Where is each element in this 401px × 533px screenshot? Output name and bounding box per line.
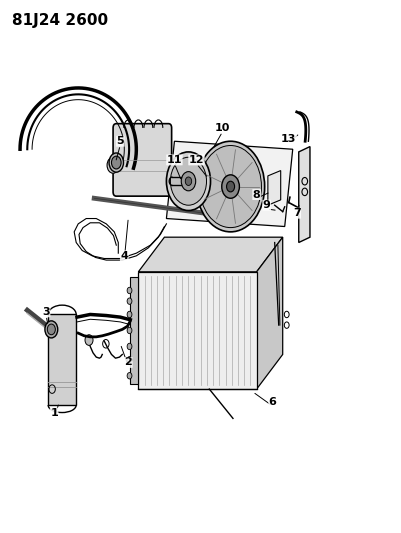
Circle shape [127, 357, 132, 363]
Text: 2: 2 [124, 358, 132, 367]
Circle shape [127, 343, 132, 350]
Text: 3: 3 [42, 307, 50, 317]
Circle shape [166, 152, 211, 211]
Polygon shape [268, 171, 281, 205]
Polygon shape [166, 141, 293, 227]
Text: 13: 13 [281, 134, 296, 143]
Circle shape [127, 373, 132, 379]
Text: 7: 7 [293, 208, 301, 218]
Circle shape [227, 181, 235, 192]
Bar [130, 277, 138, 384]
Text: 81J24 2600: 81J24 2600 [12, 13, 108, 28]
Circle shape [185, 177, 192, 185]
Circle shape [200, 146, 261, 228]
Text: 1: 1 [50, 408, 58, 418]
Bar [48, 314, 76, 405]
Bar [138, 272, 257, 389]
Circle shape [170, 157, 207, 205]
Text: 5: 5 [116, 136, 124, 146]
Circle shape [47, 324, 55, 335]
Text: 4: 4 [120, 251, 128, 261]
Polygon shape [299, 147, 310, 243]
Text: 9: 9 [263, 200, 271, 210]
Circle shape [45, 321, 58, 338]
Circle shape [127, 287, 132, 294]
Text: 12: 12 [189, 155, 204, 165]
Circle shape [109, 153, 124, 172]
Text: 6: 6 [269, 398, 277, 407]
Circle shape [181, 172, 196, 191]
Circle shape [127, 311, 132, 318]
Text: 11: 11 [167, 155, 182, 165]
Circle shape [111, 156, 121, 169]
Text: 8: 8 [253, 190, 261, 199]
Circle shape [85, 335, 93, 345]
FancyBboxPatch shape [113, 124, 172, 196]
Circle shape [196, 141, 265, 232]
Circle shape [107, 157, 119, 173]
Polygon shape [257, 237, 283, 389]
Polygon shape [138, 237, 283, 272]
Circle shape [222, 175, 239, 198]
Circle shape [127, 298, 132, 304]
Text: 10: 10 [215, 123, 230, 133]
Circle shape [127, 327, 132, 334]
